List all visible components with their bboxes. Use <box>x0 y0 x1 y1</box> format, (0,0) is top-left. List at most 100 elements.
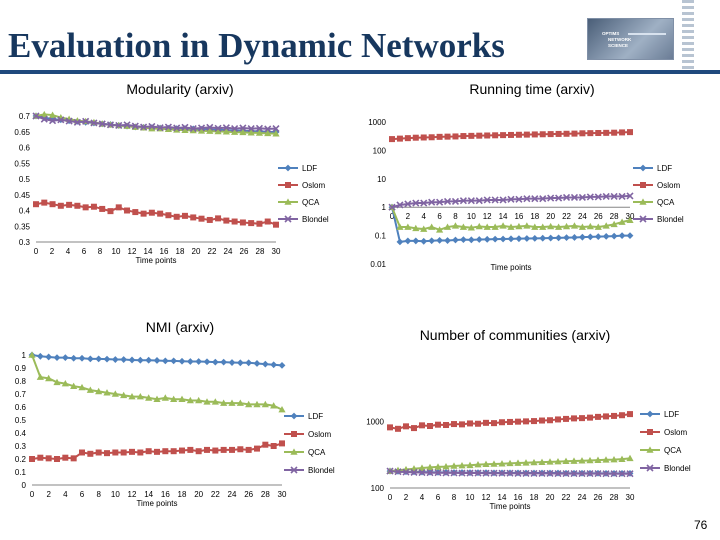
qca-point <box>555 223 563 230</box>
oslom-point <box>129 448 135 455</box>
series-blondel <box>386 467 634 478</box>
legend-item-qca: QCA <box>278 198 320 207</box>
qca-point <box>396 223 404 230</box>
blondel-point <box>181 123 189 131</box>
x-tick-label: 20 <box>194 490 203 499</box>
blondel-point <box>396 201 404 209</box>
blondel-point <box>418 468 426 477</box>
blondel-point <box>483 196 491 204</box>
qca-point <box>103 389 111 396</box>
qca-point <box>562 222 571 230</box>
qca-point <box>270 402 278 409</box>
blondel-point <box>394 468 402 476</box>
legend-label-ldf: LDF <box>664 410 679 419</box>
qca-point <box>412 224 420 232</box>
oslom-point <box>595 413 601 420</box>
y-tick-label: 0.8 <box>15 377 27 386</box>
legend-marker-oslom <box>640 182 646 188</box>
ldf-point <box>515 235 523 243</box>
qca-point <box>195 396 203 404</box>
y-tick-label: 0.7 <box>19 112 31 121</box>
x-tick-label: 4 <box>422 212 427 221</box>
blondel-point <box>546 469 554 477</box>
x-tick-label: 2 <box>404 493 409 502</box>
blondel-point <box>467 197 475 205</box>
oslom-point <box>190 214 197 221</box>
legend-label-oslom: Oslom <box>664 428 687 437</box>
legend-label-oslom: Oslom <box>302 181 325 190</box>
legend-item-oslom: Oslom <box>633 181 680 190</box>
oslom-point <box>262 441 269 448</box>
y-tick-label: 0.2 <box>15 455 27 464</box>
oslom-point <box>523 131 530 138</box>
ldf-point <box>161 357 169 365</box>
qca-point <box>61 380 69 387</box>
blondel-point <box>515 195 523 203</box>
oslom-point <box>611 129 618 136</box>
oslom-point <box>452 133 459 140</box>
y-tick-label: 0.6 <box>19 144 31 153</box>
legend-marker-oslom <box>291 431 297 437</box>
blondel-point <box>466 469 474 477</box>
blondel-point <box>458 469 466 477</box>
blondel-point <box>443 197 452 205</box>
x-tick-label: 6 <box>437 212 442 221</box>
blondel-point <box>255 124 264 132</box>
x-tick-label: 30 <box>278 490 287 499</box>
logo-strip <box>682 0 694 70</box>
ldf-point <box>539 234 547 242</box>
oslom-point <box>563 415 569 422</box>
legend-item-qca: QCA <box>640 446 682 455</box>
legend-label-ldf: LDF <box>308 412 323 421</box>
x-tick-label: 10 <box>467 212 476 221</box>
qca-point <box>514 459 522 466</box>
blondel-point <box>498 469 506 477</box>
ldf-point <box>396 238 404 246</box>
ldf-point <box>261 360 269 368</box>
series-oslom <box>387 411 633 432</box>
qca-point <box>161 394 169 401</box>
legend-label-blondel: Blondel <box>302 215 329 224</box>
blondel-point <box>164 123 172 131</box>
y-tick-label: 0.4 <box>19 207 31 216</box>
x-tick-label: 24 <box>578 493 587 502</box>
blondel-point <box>514 469 522 477</box>
blondel-point <box>570 193 579 202</box>
oslom-point <box>387 424 393 431</box>
x-tick-label: 8 <box>96 490 101 499</box>
x-tick-label: 4 <box>66 247 71 256</box>
x-tick-label: 20 <box>546 212 555 221</box>
x-tick-label: 14 <box>144 490 153 499</box>
blondel-point <box>173 124 181 132</box>
legend-label-qca: QCA <box>657 198 675 207</box>
qca-point <box>189 126 197 134</box>
x-tick-label: 10 <box>466 493 475 502</box>
oslom-point <box>451 421 457 428</box>
blondel-point <box>386 467 394 475</box>
legend-marker-blondel <box>290 466 298 474</box>
x-tick-label: 4 <box>420 493 425 502</box>
oslom-point <box>523 418 529 425</box>
qca-point <box>491 223 499 230</box>
qca-point <box>474 461 482 468</box>
legend-label-oslom: Oslom <box>308 430 331 439</box>
qca-point <box>220 399 228 406</box>
oslom-point <box>579 130 586 137</box>
qca-point <box>507 223 515 230</box>
ldf-point <box>507 235 515 243</box>
ldf-point <box>499 235 507 243</box>
qca-point <box>490 460 498 467</box>
qca-point <box>618 455 626 462</box>
oslom-point <box>627 411 633 418</box>
x-tick-label: 24 <box>224 247 233 256</box>
oslom-point <box>428 134 435 141</box>
ldf-point <box>626 232 634 239</box>
qca-point <box>538 458 546 465</box>
oslom-point <box>499 419 505 426</box>
legend-item-blondel: Blondel <box>633 215 684 224</box>
blondel-point <box>123 121 131 129</box>
blondel-point <box>539 195 547 203</box>
oslom-point <box>107 208 114 215</box>
series-ldf <box>388 203 634 246</box>
blondel-point <box>214 124 222 132</box>
